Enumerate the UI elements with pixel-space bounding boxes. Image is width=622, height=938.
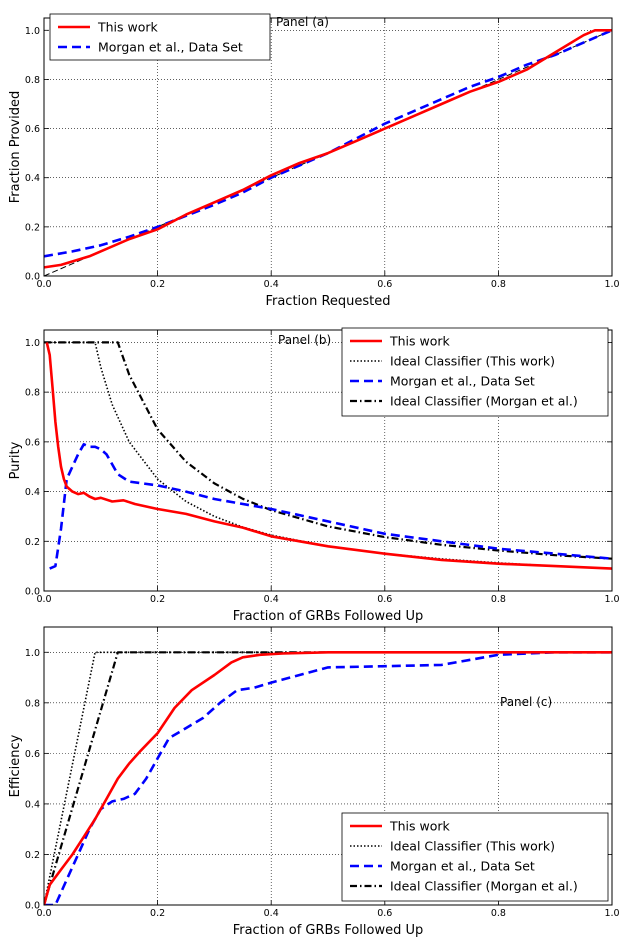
y-tick-label: 0.0 <box>25 901 40 912</box>
series-line-ideal-classifier-morgan-et-al <box>44 341 612 560</box>
chart-panel-1: 0.0 0.2 0.4 0.6 0.8 1.0 0.0 0.2 0.4 0.6 0.8 1.0 Frac… <box>8 13 620 309</box>
legend-entry: Ideal Classifier (This work) <box>390 839 555 854</box>
legend-entry: This work <box>389 334 451 349</box>
legend-entry: This work <box>389 819 451 834</box>
y-axis-label: Efficiency <box>8 734 23 797</box>
y-tick-label: 0.4 <box>25 799 40 810</box>
x-tick-label: 0.8 <box>491 908 506 919</box>
legend-entry: Morgan et al., Data Set <box>98 40 243 55</box>
x-tick-label: 0.4 <box>264 594 279 605</box>
y-tick-label: 0.2 <box>25 222 40 233</box>
y-tick-label: 1.0 <box>25 648 40 659</box>
y-tick-label: 0.2 <box>25 537 40 548</box>
x-tick-label: 1.0 <box>604 908 619 919</box>
legend-entry: Morgan et al., Data Set <box>390 374 535 389</box>
legend-box <box>341 812 609 902</box>
series-line-ideal-classifier-morgan-et-al <box>44 651 612 905</box>
y-axis-label: Fraction Provided <box>8 91 23 203</box>
legend-entry: Morgan et al., Data Set <box>390 859 535 874</box>
y-tick-label: 1.0 <box>25 338 40 349</box>
x-tick-label: 0.0 <box>36 279 51 290</box>
y-tick-label: 0.4 <box>25 173 40 184</box>
y-tick-label: 0.8 <box>25 75 40 86</box>
x-tick-label: 0.8 <box>491 594 506 605</box>
plot-frame <box>43 329 613 592</box>
x-tick-label: 0.0 <box>36 908 51 919</box>
series-line-this-work <box>44 650 612 905</box>
legend-entry: This work <box>97 20 159 35</box>
y-tick-label: 0.6 <box>25 749 40 760</box>
plot-frame <box>43 17 613 277</box>
series-line-morgan-et-al-data-set <box>49 442 612 570</box>
series-line-morgan-et-al-data-set <box>44 29 612 258</box>
x-tick-label: 0.6 <box>377 594 392 605</box>
x-tick-label: 1.0 <box>604 279 619 290</box>
y-tick-label: 0.4 <box>25 487 40 498</box>
legend-box <box>341 327 609 417</box>
panel-label: Panel (a) <box>276 15 329 29</box>
legend-entry: Ideal Classifier (This work) <box>390 354 555 369</box>
x-tick-label: 0.0 <box>36 594 51 605</box>
y-tick-label: 0.0 <box>25 272 40 283</box>
y-tick-label: 0.2 <box>25 850 40 861</box>
legend-entry: Ideal Classifier (Morgan et al.) <box>390 879 578 894</box>
x-tick-label: 1.0 <box>604 594 619 605</box>
x-tick-label: 0.4 <box>264 908 279 919</box>
x-tick-label: 0.2 <box>150 279 165 290</box>
y-tick-label: 0.6 <box>25 124 40 135</box>
y-tick-label: 1.0 <box>25 26 40 37</box>
y-tick-label: 0.8 <box>25 698 40 709</box>
plot-frame <box>43 626 613 906</box>
y-axis-label: Purity <box>8 441 23 479</box>
panel-label: Panel (c) <box>500 695 552 709</box>
x-tick-label: 0.2 <box>150 594 165 605</box>
x-tick-label: 0.6 <box>377 908 392 919</box>
y-tick-label: 0.6 <box>25 437 40 448</box>
x-tick-label: 0.6 <box>377 279 392 290</box>
series-group <box>44 28 612 276</box>
series-line-morgan-et-al-data-set <box>44 650 612 905</box>
legend-entry: Ideal Classifier (Morgan et al.) <box>390 394 578 409</box>
y-tick-label: 0.8 <box>25 388 40 399</box>
series-group <box>44 341 612 570</box>
series-line-this-work <box>45 342 612 570</box>
legend: This work Ideal Classifier (This work) Mor… <box>341 327 609 417</box>
legend: This work Morgan et al., Data Set <box>49 13 271 61</box>
series-group <box>44 650 612 905</box>
chart-panel-3: 0.0 0.2 0.4 0.6 0.8 1.0 0.0 0.2 0.4 0.6 0.8 1.0 Frac… <box>8 626 620 938</box>
y-tick-label: 0.0 <box>25 587 40 598</box>
x-axis-label: Fraction Requested <box>265 294 390 309</box>
legend-box <box>49 13 271 61</box>
x-tick-label: 0.8 <box>491 279 506 290</box>
x-tick-label: 0.4 <box>264 279 279 290</box>
chart-panel-2: 0.0 0.2 0.4 0.6 0.8 1.0 0.0 0.2 0.4 0.6 0.8 1.0 Frac… <box>8 327 620 624</box>
legend: This work Ideal Classifier (This work) Mor… <box>341 812 609 902</box>
x-axis-label: Fraction of GRBs Followed Up <box>233 923 424 938</box>
series-line-this-work <box>44 28 612 269</box>
x-tick-label: 0.2 <box>150 908 165 919</box>
x-axis-label: Fraction of GRBs Followed Up <box>233 609 424 624</box>
panel-label: Panel (b) <box>278 333 331 347</box>
